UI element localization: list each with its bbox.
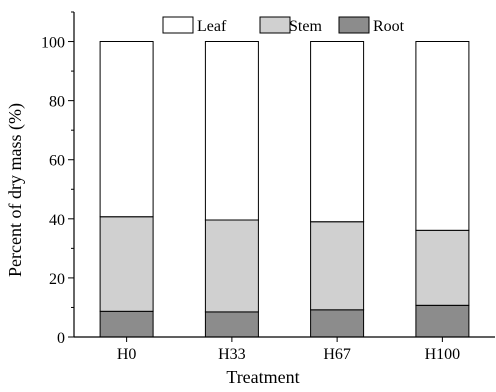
y-tick-label-60: 60	[49, 153, 65, 170]
bar-leaf-h0	[99, 41, 154, 218]
x-axis-label: Treatment	[226, 367, 299, 387]
legend-swatch-stem	[259, 16, 291, 34]
legend-label-stem: Stem	[289, 18, 322, 35]
x-tick-label-h67: H67	[323, 346, 351, 363]
bar-stem-h33	[204, 219, 259, 313]
legend-label-root: Root	[373, 18, 405, 35]
legend-swatch-leaf	[162, 16, 194, 34]
x-tick-label-h100: H100	[425, 346, 461, 363]
legend-label-leaf: Leaf	[197, 18, 227, 35]
bar-leaf-h67	[310, 41, 365, 223]
bar-stem-h67	[310, 221, 365, 311]
bar-root-h33	[204, 311, 259, 338]
bar-stem-h0	[99, 216, 154, 312]
y-axis-label: Percent of dry mass (%)	[5, 103, 26, 277]
ticks-group: H0 H33 H67 H100 0 20 40 60 80 100	[41, 11, 461, 363]
y-tick-label-40: 40	[49, 212, 65, 229]
bar-root-h67	[310, 309, 365, 338]
bar-leaf-h33	[204, 41, 259, 221]
bar-root-h100	[415, 304, 470, 338]
legend: Leaf Stem Root	[162, 16, 405, 35]
y-tick-label-100: 100	[41, 35, 65, 52]
x-tick-label-h33: H33	[218, 346, 246, 363]
y-tick-label-80: 80	[49, 94, 65, 111]
y-tick-label-0: 0	[57, 330, 65, 347]
legend-swatch-root	[338, 16, 370, 34]
y-tick-label-20: 20	[49, 271, 65, 288]
x-tick-label-h0: H0	[117, 346, 137, 363]
axes-group	[73, 12, 495, 338]
bars-group	[99, 41, 470, 338]
bar-stem-h100	[415, 229, 470, 306]
bar-root-h0	[99, 310, 154, 338]
bar-leaf-h100	[415, 41, 470, 231]
